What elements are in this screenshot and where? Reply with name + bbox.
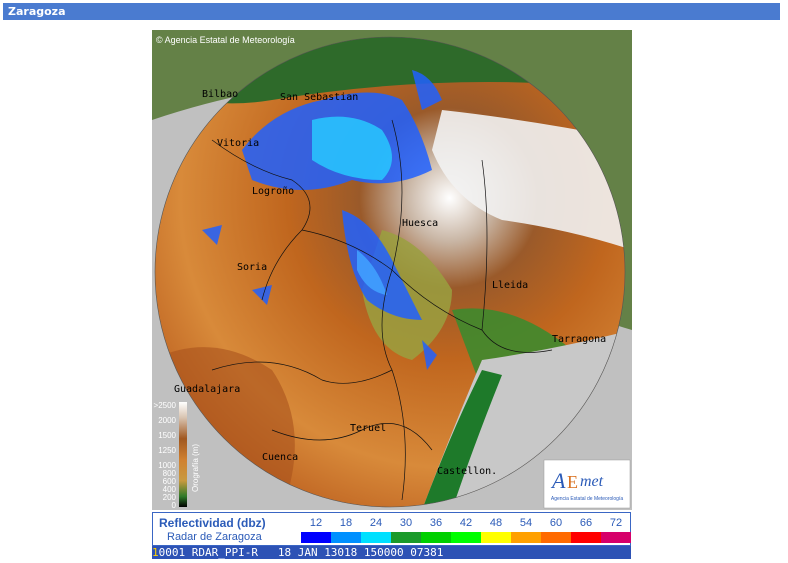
- status-ticker: 10001 RDAR_PPI-R 18 JAN 13018 150000 073…: [152, 546, 631, 559]
- city-label: San Sebastian: [280, 92, 358, 103]
- orography-scale: >2500 2000 1500 1250 1000 800 600 400 20…: [154, 401, 200, 510]
- legend-level-label: 36: [429, 517, 443, 529]
- legend-color-swatch: [331, 532, 361, 543]
- city-label: Tarragona: [552, 334, 606, 345]
- radar-map: © Agencia Estatal de Meteorología Bilbao…: [152, 30, 632, 510]
- scale-tick: 2000: [158, 416, 176, 425]
- legend-level-label: 12: [309, 517, 323, 529]
- aemet-logo: A E met Agencia Estatal de Meteorología: [543, 459, 631, 509]
- page-title: Zaragoza: [8, 5, 66, 18]
- svg-text:A: A: [550, 468, 566, 493]
- legend-level-label: 42: [459, 517, 473, 529]
- city-label: Guadalajara: [174, 384, 240, 395]
- reflectivity-legend: Reflectividad (dbz) Radar de Zaragoza 12…: [152, 512, 631, 546]
- logo-subtitle: Agencia Estatal de Meteorología: [551, 496, 623, 502]
- city-label: Logroño: [252, 186, 294, 197]
- scale-tick: 1250: [158, 446, 176, 455]
- legend-level-label: 48: [489, 517, 503, 529]
- legend-level-label: 54: [519, 517, 533, 529]
- radar-echoes: [202, 70, 442, 370]
- legend-color-swatch: [511, 532, 541, 543]
- borders: [211, 119, 553, 501]
- legend-level-label: 30: [399, 517, 413, 529]
- scale-tick: 800: [163, 469, 177, 478]
- legend-subtitle: Radar de Zaragoza: [167, 531, 262, 543]
- legend-color-swatch: [571, 532, 601, 543]
- scale-tick: 0: [172, 501, 177, 510]
- svg-text:met: met: [580, 473, 604, 490]
- legend-level-label: 18: [339, 517, 353, 529]
- city-label: Bilbao: [202, 89, 238, 100]
- city-label: Teruel: [350, 423, 386, 434]
- city-label: Soria: [237, 262, 267, 273]
- legend-color-swatch: [361, 532, 391, 543]
- legend-level-label: 60: [549, 517, 563, 529]
- city-label: Vitoria: [217, 138, 259, 149]
- scale-tick: 400: [163, 485, 177, 494]
- scale-tick: 1500: [158, 431, 176, 440]
- page-title-bar: Zaragoza: [3, 3, 780, 20]
- legend-color-swatch: [481, 532, 511, 543]
- city-label: Lleida: [492, 280, 528, 291]
- legend-level-label: 24: [369, 517, 383, 529]
- legend-level-label: 66: [579, 517, 593, 529]
- legend-color-swatch: [451, 532, 481, 543]
- legend-color-swatch: [301, 532, 331, 543]
- svg-text:E: E: [567, 472, 578, 492]
- legend-color-swatch: [601, 532, 631, 543]
- legend-color-swatch: [541, 532, 571, 543]
- scale-label: Orografía (m): [191, 444, 200, 492]
- legend-title: Reflectividad (dbz): [159, 516, 266, 530]
- ticker-lead: 1: [152, 546, 159, 559]
- city-label: Huesca: [402, 218, 438, 229]
- copyright-text: © Agencia Estatal de Meteorología: [156, 35, 295, 45]
- scale-tick: 1000: [158, 461, 176, 470]
- legend-color-swatch: [391, 532, 421, 543]
- scale-tick: 600: [163, 477, 177, 486]
- city-labels: Bilbao San Sebastian Vitoria Logroño Hue…: [174, 89, 606, 477]
- city-label: Castellon.: [437, 466, 497, 477]
- legend-color-swatch: [421, 532, 451, 543]
- scale-tick: 200: [163, 493, 177, 502]
- scale-tick: >2500: [154, 401, 177, 410]
- city-label: Cuenca: [262, 452, 298, 463]
- ticker-text: 0001 RDAR_PPI-R 18 JAN 13018 150000 0738…: [158, 546, 444, 559]
- legend-level-label: 72: [609, 517, 623, 529]
